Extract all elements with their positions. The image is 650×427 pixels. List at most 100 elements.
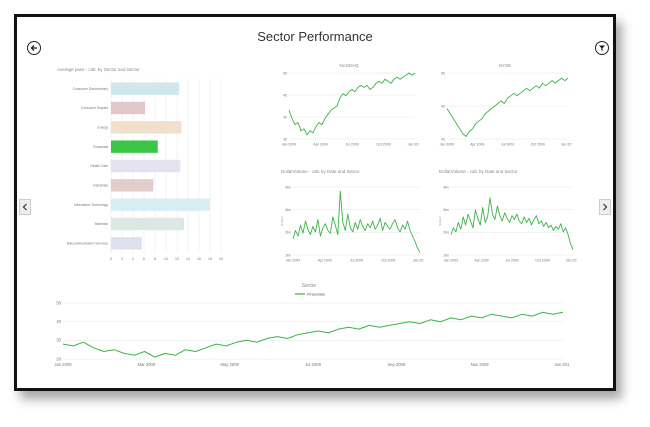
x-tick-label: 4	[132, 257, 134, 261]
y-tick-label: 35	[283, 137, 287, 141]
x-tick-label: Jan 2010	[413, 259, 424, 263]
chevron-right-icon	[603, 203, 608, 211]
series-line	[62, 311, 564, 358]
nyse-line-chart[interactable]: NYSE 50 45 40 Jan 2009 Apr 2009 Jul 2009 Oct 20…	[437, 61, 572, 151]
dollar-volume-chart-right[interactable]: DollarVolume - calc by Date and Sector 4b…	[437, 167, 577, 267]
y-tick-label: 40	[56, 319, 61, 324]
chart-title: DollarVolume - calc by Date and Sector	[281, 169, 360, 174]
x-tick-label: Jan 2009	[54, 362, 72, 367]
bar	[111, 101, 146, 115]
x-tick-label: Oct 2009	[376, 143, 390, 147]
chart-title: DollarVolume - calc by Date and Sector	[439, 169, 518, 174]
category-label: Telecommunication Services	[66, 242, 108, 246]
bar	[111, 159, 181, 173]
y-tick-label: 4bn	[285, 185, 291, 189]
bar	[111, 237, 142, 250]
x-tick-label: Jul 2009	[501, 143, 514, 147]
x-tick-label: 16	[197, 257, 201, 261]
nasdaq-line-chart[interactable]: NASDAQ 50 45 40 35 Jan 2009 Apr 2009 Jul 2009 Oc…	[279, 61, 419, 151]
x-tick-label: 12	[175, 257, 179, 261]
category-label: Consumer Staples	[81, 106, 108, 110]
x-tick-label: Nov 2009	[471, 362, 490, 367]
y-tick-label: 45	[441, 104, 445, 108]
filter-circle-icon	[599, 45, 605, 51]
series-line	[450, 197, 574, 250]
category-label: Industrials	[93, 184, 108, 188]
y-tick-label: 45	[283, 93, 287, 97]
x-tick-label: Jan 2009	[286, 259, 300, 263]
bar	[111, 140, 158, 153]
y-tick-label: 3bn	[443, 208, 449, 212]
x-tick-label: Oct 2009	[531, 143, 545, 147]
x-tick-label: 14	[186, 257, 190, 261]
x-tick-label: Sep 2009	[387, 362, 406, 367]
x-tick-label: Apr 2009	[313, 143, 327, 147]
x-tick-label: Jan 2009	[282, 143, 296, 147]
y-tick-label: 30	[56, 338, 61, 343]
chart-title: NYSE	[499, 63, 511, 68]
x-tick-label: 20	[219, 257, 223, 261]
x-tick-label: Oct 2009	[381, 259, 395, 263]
y-tick-label: 50	[441, 71, 445, 75]
y-tick-label: 40	[283, 115, 287, 119]
y-tick-label: 20	[56, 356, 61, 361]
x-tick-label: 18	[208, 257, 212, 261]
x-tick-label: 8	[154, 257, 156, 261]
x-tick-label: Jul 2009	[305, 362, 322, 367]
x-tick-label: 2	[121, 257, 123, 261]
category-label: Health Care	[90, 164, 108, 168]
next-page-button[interactable]	[599, 199, 611, 215]
x-tick-label: Apr 2009	[470, 143, 484, 147]
x-tick-label: 6	[143, 257, 145, 261]
category-label: Materials	[95, 222, 109, 226]
bar	[111, 121, 182, 134]
bar	[111, 82, 180, 95]
chart-title: NASDAQ	[339, 63, 359, 68]
legend-label: Financials	[307, 292, 325, 297]
category-label: Consumer Discretionary	[73, 87, 109, 91]
chevron-left-icon	[22, 203, 27, 211]
series-line	[288, 72, 416, 136]
y-axis-label: DollarV	[280, 216, 284, 226]
y-tick-label: 40	[441, 137, 445, 141]
category-label: Financials	[93, 145, 108, 149]
bar	[111, 217, 185, 231]
series-line	[292, 190, 421, 253]
y-tick-label: 4bn	[443, 185, 449, 189]
category-label: Information Technology	[74, 203, 108, 207]
filter-button[interactable]	[595, 41, 609, 55]
bar	[111, 198, 210, 211]
x-tick-label: Apr 2009	[318, 259, 332, 263]
dollar-volume-chart-left[interactable]: DollarVolume - calc by Date and Sector 4b…	[279, 167, 424, 267]
bar-chart: 0 2 4 6 8 10 12 14 16 18 20 Consumer Discretionary C…	[66, 79, 223, 261]
x-tick-label: Jul 2009	[350, 259, 363, 263]
y-tick-label: 2bn	[443, 231, 449, 235]
bar-chart-title: Average pass - calc by Sector and Sector	[57, 67, 140, 72]
back-arrow-circle-icon	[30, 45, 37, 51]
x-tick-label: May 2009	[220, 362, 239, 367]
category-label: Energy	[98, 126, 109, 130]
x-tick-label: Jan 2010	[566, 259, 577, 263]
x-tick-label: Jul 2009	[345, 143, 358, 147]
x-tick-label: Jan 2009	[440, 143, 454, 147]
y-axis-label: DollarV	[438, 216, 442, 226]
x-tick-label: Jan 2010	[408, 143, 419, 147]
y-tick-label: 1bn	[443, 253, 449, 257]
y-tick-label: 50	[56, 300, 61, 305]
back-button[interactable]	[27, 41, 41, 55]
y-tick-label: 1bn	[285, 253, 291, 257]
x-tick-label: Jan 2009	[444, 259, 458, 263]
x-tick-label: Oct 2009	[535, 259, 549, 263]
page-title: Sector Performance	[257, 29, 373, 44]
x-tick-label: 10	[164, 257, 168, 261]
x-tick-label: 0	[110, 257, 112, 261]
previous-page-button[interactable]	[19, 199, 31, 215]
series-line	[446, 77, 569, 137]
x-tick-label: Jan 2010	[554, 362, 569, 367]
y-tick-label: 3bn	[285, 208, 291, 212]
app-window: Sector Performance Average pass - calc b…	[14, 14, 616, 391]
y-tick-label: 50	[283, 71, 287, 75]
x-tick-label: Apr 2009	[474, 259, 488, 263]
x-tick-label: Mar 2009	[137, 362, 155, 367]
